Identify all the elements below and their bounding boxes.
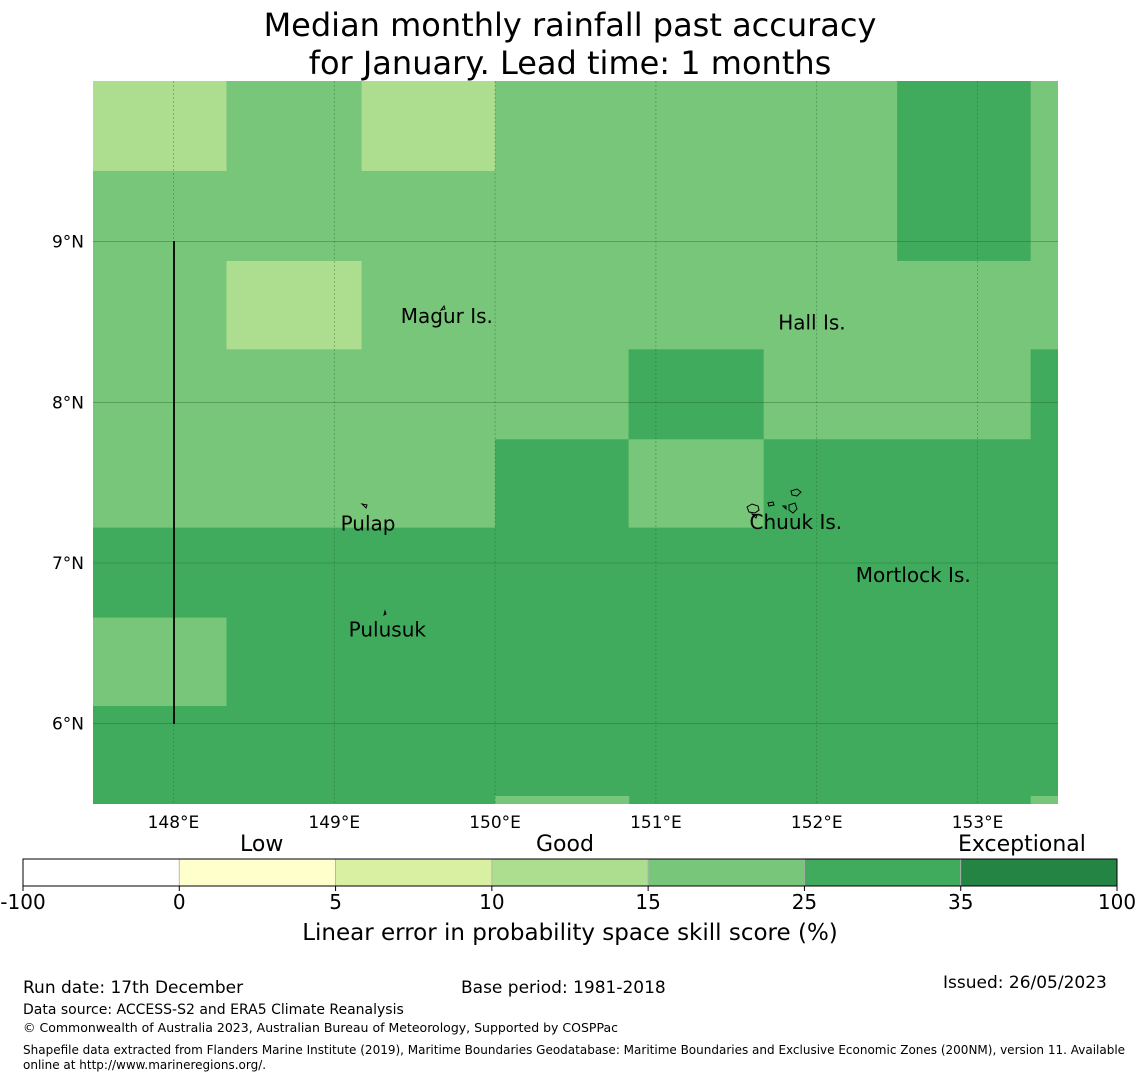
skill-cell — [763, 439, 1058, 529]
lon-tick-label: 153°E — [952, 813, 1004, 833]
colorbar-tick-label: -100 — [0, 890, 45, 914]
legend-category-low: Low — [240, 832, 284, 857]
place-label: Chuuk Is. — [750, 510, 843, 534]
place-label: Pulap — [341, 511, 396, 535]
place-label: Pulusuk — [349, 617, 427, 641]
place-labels: Magur Is. Hall Is. Pulap Chuuk Is. Mortlock … — [341, 304, 971, 641]
base-period: Base period: 1981-2018 — [461, 978, 666, 998]
skill-cell — [897, 170, 1032, 262]
skill-cell — [93, 81, 228, 172]
island-pulap-outline — [360, 503, 368, 509]
skill-grid — [93, 81, 1058, 804]
shapefile-credit: Shapefile data extracted from Flanders M… — [23, 1043, 1126, 1072]
island-pulusuk-outline — [383, 609, 387, 616]
axis-ticks: 148°E 149°E 150°E 151°E 152°E 153°E 9°N 8°N 7°N 6… — [52, 233, 1003, 833]
skill-cell — [628, 349, 765, 440]
skill-cell — [93, 170, 898, 262]
map-features — [173, 241, 802, 724]
lat-tick-label: 9°N — [52, 233, 84, 253]
skill-cell — [93, 617, 228, 707]
run-date: Run date: 17th December — [23, 978, 244, 998]
skill-map: 148°E 149°E 150°E 151°E 152°E 153°E 9°N 8°N 7°N 6… — [52, 81, 1058, 833]
lon-tick-label: 149°E — [308, 813, 360, 833]
lat-tick-label: 6°N — [52, 715, 84, 735]
colorbar-segment — [491, 858, 649, 887]
colorbar-segment — [804, 858, 962, 887]
skill-cell — [495, 439, 630, 529]
colorbar: -100 0 5 10 15 25 35 100 — [0, 858, 1136, 914]
colorbar-tick-label: 15 — [635, 890, 660, 914]
copyright: © Commonwealth of Australia 2023, Austra… — [23, 1020, 618, 1035]
skill-cell — [495, 81, 898, 172]
skill-cell — [495, 795, 630, 804]
lon-tick-label: 151°E — [630, 813, 682, 833]
skill-cell — [93, 527, 1058, 619]
skill-cell — [1030, 170, 1058, 262]
lat-tick-label: 7°N — [52, 554, 84, 574]
skill-cell — [93, 439, 496, 529]
chart-title: Median monthly rainfall past accuracy fo… — [0, 6, 1140, 82]
colorbar-axis-label: Linear error in probability space skill … — [302, 920, 838, 946]
title-line-2: for January. Lead time: 1 months — [308, 44, 832, 82]
skill-cell — [1030, 81, 1058, 172]
island-magur-outline — [439, 304, 446, 311]
skill-cell — [226, 617, 1058, 707]
skill-cell — [361, 260, 1058, 350]
colorbar-tick-label: 10 — [479, 890, 504, 914]
skill-cell — [226, 260, 363, 350]
skill-cell — [628, 439, 765, 529]
skill-cell — [93, 349, 630, 440]
lon-tick-label: 152°E — [791, 813, 843, 833]
colorbar-tick-label: 25 — [792, 890, 817, 914]
title-line-1: Median monthly rainfall past accuracy — [263, 6, 877, 44]
skill-cell — [93, 705, 1058, 804]
skill-cell — [897, 81, 1032, 172]
skill-cell — [1030, 349, 1058, 440]
lat-tick-label: 8°N — [52, 393, 84, 413]
colorbar-tick-label: 0 — [173, 890, 186, 914]
place-label: Hall Is. — [778, 311, 845, 335]
colorbar-segment — [22, 858, 180, 887]
colorbar-frame — [22, 858, 1118, 887]
place-label: Mortlock Is. — [856, 563, 971, 587]
lon-tick-label: 150°E — [469, 813, 521, 833]
skill-cell — [1030, 795, 1058, 804]
colorbar-tick-label: 100 — [1098, 890, 1136, 914]
colorbar-tick-label: 35 — [948, 890, 973, 914]
colorbar-segment — [335, 858, 493, 887]
skill-cell — [361, 81, 496, 172]
colorbar-segment — [647, 858, 805, 887]
skill-cell — [93, 260, 228, 350]
legend-category-good: Good — [536, 832, 594, 857]
skill-cell — [226, 81, 363, 172]
issued-date: Issued: 26/05/2023 — [943, 973, 1107, 993]
island-chuuk-outline — [746, 488, 802, 519]
colorbar-segment — [178, 858, 336, 887]
colorbar-segment — [960, 858, 1118, 887]
data-source: Data source: ACCESS-S2 and ERA5 Climate … — [23, 1002, 404, 1018]
skill-cell — [763, 349, 1032, 440]
place-label: Magur Is. — [401, 304, 493, 328]
legend-category-exceptional: Exceptional — [958, 832, 1086, 857]
colorbar-tick-label: 5 — [329, 890, 342, 914]
lon-tick-label: 148°E — [148, 813, 200, 833]
